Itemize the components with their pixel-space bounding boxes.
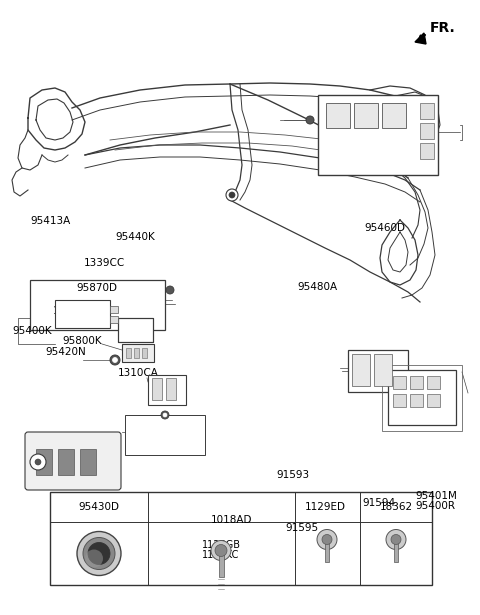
Bar [410,394,423,407]
Text: 95480A: 95480A [298,282,338,292]
Bar [348,350,408,392]
Text: 1018AD: 1018AD [211,515,252,525]
Circle shape [306,116,314,124]
Bar [134,348,139,358]
Bar [410,376,423,389]
Text: 95400R: 95400R [415,501,455,510]
Circle shape [35,459,41,465]
Bar [374,354,392,386]
Bar [118,318,153,342]
Circle shape [215,544,227,557]
Bar [126,348,131,358]
Text: 1129ED: 1129ED [304,502,346,512]
Polygon shape [415,33,426,44]
Bar [80,449,96,475]
Circle shape [317,530,337,549]
Bar [318,95,438,175]
Bar [122,344,154,362]
Circle shape [161,411,169,419]
Bar [110,306,118,313]
Bar [394,539,398,561]
Circle shape [166,286,174,294]
Circle shape [83,538,115,569]
Circle shape [163,413,167,417]
Text: 95440K: 95440K [115,232,155,242]
Circle shape [322,534,332,544]
Text: 91595: 91595 [286,523,319,533]
Bar [388,370,456,425]
Bar [420,103,434,119]
Text: 1125GB: 1125GB [202,541,240,550]
Bar [393,394,406,407]
Text: 95420N: 95420N [46,347,86,357]
Circle shape [30,454,46,470]
Bar [382,365,462,431]
Text: 95413A: 95413A [30,216,71,226]
Circle shape [110,355,120,365]
Text: 18362: 18362 [379,502,413,512]
Text: 95400K: 95400K [12,327,52,336]
Text: 91593: 91593 [276,470,309,480]
Bar [118,318,153,342]
Circle shape [391,534,401,544]
Bar [420,123,434,139]
Circle shape [85,549,103,568]
Bar [148,375,186,405]
Bar [58,449,74,475]
Text: 1125KC: 1125KC [202,550,240,560]
Circle shape [226,189,238,201]
Circle shape [211,541,231,560]
Bar [326,103,350,128]
Text: 95430D: 95430D [79,502,120,512]
Circle shape [88,542,110,565]
Text: 1337AB: 1337AB [53,306,94,315]
Text: 95800K: 95800K [62,336,102,346]
Bar [420,143,434,159]
Text: 95870D: 95870D [77,283,118,293]
FancyBboxPatch shape [25,432,121,490]
Text: 95460D: 95460D [365,223,406,232]
Bar [427,376,440,389]
Text: 1310CA: 1310CA [118,368,158,378]
Bar [30,280,165,330]
Circle shape [386,530,406,549]
Bar [166,378,176,400]
Text: 95800S: 95800S [64,317,103,327]
Bar [427,394,440,407]
Bar [55,300,110,328]
Bar [142,348,147,358]
Circle shape [77,531,121,576]
Bar [352,354,370,386]
Bar [110,316,118,323]
Circle shape [229,192,235,198]
Bar [393,376,406,389]
Bar [218,550,224,576]
Bar [325,539,329,561]
Text: 91594: 91594 [362,498,396,508]
Text: 1339CC: 1339CC [84,258,125,268]
Bar [36,449,52,475]
Bar [354,103,378,128]
Text: 95401M: 95401M [415,491,457,501]
Text: FR.: FR. [430,21,456,35]
Bar [50,492,432,585]
Bar [152,378,162,400]
Bar [125,415,205,455]
Bar [382,103,406,128]
Circle shape [112,357,118,362]
